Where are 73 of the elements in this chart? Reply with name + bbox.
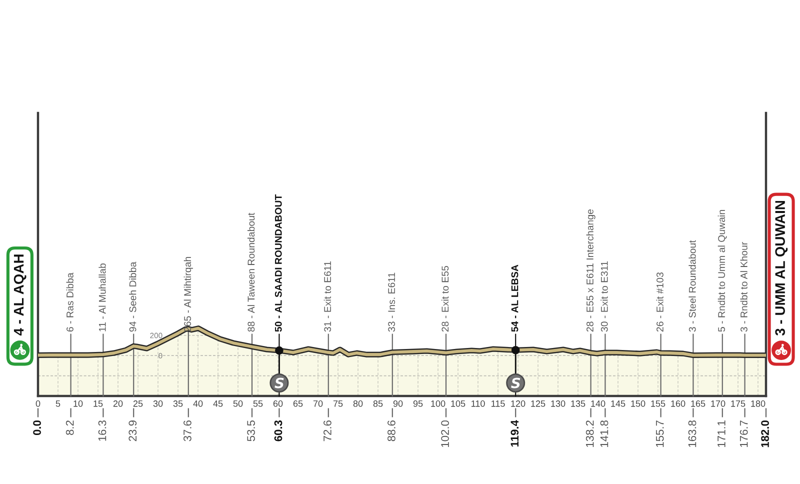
annotation: 30 - Exit to E311 bbox=[600, 261, 608, 332]
x2-tick-label: 102.0 bbox=[441, 420, 449, 447]
x2-tick-label: 23.9 bbox=[128, 420, 137, 442]
x-tick-label: 105 bbox=[451, 400, 466, 407]
x-tick-label: 85 bbox=[373, 400, 383, 407]
annotation: 50 - AL SAADI ROUNDABOUT bbox=[274, 194, 282, 332]
x2-tick-label: 53.5 bbox=[247, 420, 255, 442]
annotation: 3 - Rndbt to Al Khour bbox=[740, 242, 748, 332]
x-tick-label: 80 bbox=[353, 400, 363, 407]
x-tick-label: 155 bbox=[651, 400, 666, 407]
x-tick-label: 140 bbox=[591, 400, 606, 407]
x2-tick-label: 171.1 bbox=[718, 420, 726, 447]
annotation: 54 - AL LEBSA bbox=[511, 264, 518, 332]
annotation: 11 - Al Muhallab bbox=[98, 263, 106, 332]
x-tick-label: 180 bbox=[751, 400, 766, 407]
annotation: 94 - Seeh Dibba bbox=[129, 262, 136, 332]
x2-tick-label: 88.6 bbox=[388, 420, 396, 442]
annotation: 5 - Rndbt to Umm al Quwain bbox=[718, 210, 727, 332]
x-tick-label: 40 bbox=[193, 400, 203, 407]
annotation: 3 - UMM AL QUWAIN bbox=[775, 200, 788, 336]
x2-tick-label: 8.2 bbox=[66, 420, 74, 435]
x-tick-label: 145 bbox=[611, 400, 626, 407]
x-tick-label: 130 bbox=[551, 400, 566, 407]
annotation: 28 - Exit to E55 bbox=[441, 266, 449, 332]
x-tick-label: 35 bbox=[173, 400, 183, 407]
x-tick-label: 135 bbox=[571, 400, 586, 407]
x-tick-label: 165 bbox=[691, 400, 706, 407]
x-tick-label: 160 bbox=[671, 400, 686, 407]
x-tick-label: 50 bbox=[233, 400, 243, 407]
x2-tick-label: 163.8 bbox=[688, 420, 696, 447]
x-tick-label: 45 bbox=[213, 400, 223, 407]
annotation: 31 - Exit to E611 bbox=[324, 261, 332, 332]
x-tick-label: 0 bbox=[36, 400, 40, 407]
x-tick-label: 110 bbox=[471, 400, 485, 407]
x-tick-label: 60 bbox=[273, 400, 283, 407]
x-tick-label: 150 bbox=[631, 400, 646, 407]
x2-tick-label: 72.6 bbox=[324, 420, 332, 442]
x2-tick-label: 37.6 bbox=[184, 420, 192, 442]
x-tick-label: 20 bbox=[113, 400, 123, 407]
x-tick-label: 115 bbox=[491, 400, 505, 407]
annotation: 88 - Al Taween Roundabout bbox=[247, 212, 255, 332]
x2-tick-label: 176.7 bbox=[740, 420, 748, 447]
x2-tick-label: 119.4 bbox=[510, 420, 519, 447]
x-tick-label: 65 bbox=[293, 400, 303, 407]
x-tick-label: 125 bbox=[531, 400, 546, 407]
x-tick-label: 10 bbox=[74, 400, 83, 407]
x2-tick-label: 16.3 bbox=[98, 420, 106, 441]
x-tick-label: 75 bbox=[333, 400, 343, 407]
x-tick-label: 100 bbox=[431, 400, 446, 407]
x2-tick-label: 182.0 bbox=[761, 420, 769, 448]
x-tick-label: 170 bbox=[711, 400, 726, 407]
annotation: 4 - AL AQAH bbox=[14, 254, 26, 336]
x-tick-label: 5 bbox=[56, 400, 60, 407]
annotation: 265 - Al Mihtirqah bbox=[184, 257, 193, 332]
x-tick-label: 15 bbox=[94, 400, 103, 407]
x2-tick-label: 0.0 bbox=[33, 420, 41, 436]
x2-tick-label: 155.7 bbox=[656, 420, 664, 447]
annotation: 3 - Steel Roundabout bbox=[688, 240, 696, 332]
x-tick-label: 55 bbox=[253, 400, 263, 407]
x-tick-label: 95 bbox=[413, 400, 423, 407]
x2-tick-label: 138.2 bbox=[586, 420, 594, 447]
x-tick-label: 120 bbox=[511, 400, 526, 407]
annotation: 33 - Ins. E611 bbox=[388, 272, 396, 332]
x-tick-label: 90 bbox=[393, 400, 403, 407]
x-tick-label: 70 bbox=[313, 400, 323, 407]
annotation: 28 - E55 x E611 Interchange bbox=[586, 209, 596, 332]
x-tick-label: 25 bbox=[133, 400, 143, 407]
x-tick-label: 30 bbox=[153, 400, 163, 407]
x2-tick-label: 141.8 bbox=[600, 420, 608, 447]
annotation: 6 - Ras Dibba bbox=[66, 272, 74, 332]
annotation: 26 - Exit #103 bbox=[656, 272, 664, 332]
x-tick-label: 175 bbox=[731, 400, 746, 407]
x2-tick-label: 60.3 bbox=[274, 420, 282, 442]
